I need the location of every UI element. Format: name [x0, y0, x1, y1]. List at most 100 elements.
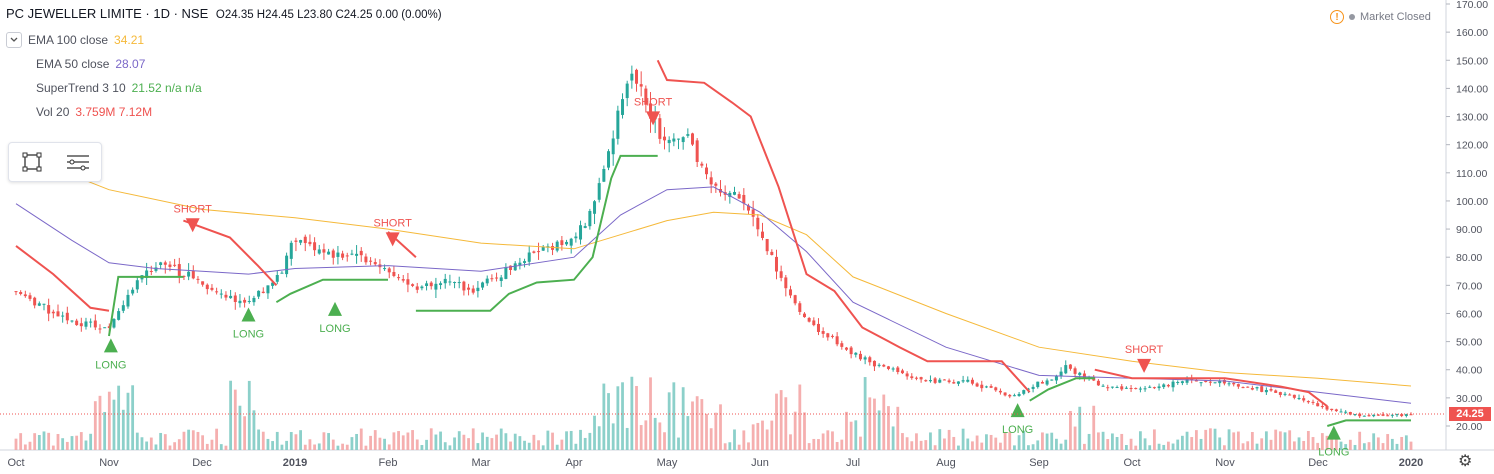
volume-bar	[51, 445, 55, 450]
candle-body	[886, 366, 890, 369]
candle-body	[1246, 386, 1250, 388]
volume-bar	[1041, 432, 1044, 450]
collapse-legend-button[interactable]	[6, 32, 22, 48]
short-signal-label: SHORT	[1125, 344, 1164, 356]
drawing-toolbox	[8, 142, 102, 182]
volume-bar	[513, 433, 517, 450]
x-tick-label: 2019	[283, 457, 307, 469]
volume-bar	[1283, 432, 1287, 450]
volume-bar	[140, 437, 144, 450]
candle-body	[714, 183, 718, 186]
volume-bar	[201, 435, 205, 450]
candle-body	[1134, 388, 1138, 390]
candle-body	[103, 327, 107, 329]
candle-body	[1269, 389, 1273, 391]
volume-bar	[425, 439, 428, 450]
long-signal-label: LONG	[1002, 424, 1033, 436]
candle-body	[658, 118, 662, 139]
candle-body	[1166, 385, 1170, 387]
volume-bar	[793, 411, 797, 450]
candle-body	[1348, 411, 1352, 415]
volume-bar	[308, 439, 312, 450]
candle-body	[691, 133, 695, 145]
volume-bar	[555, 444, 559, 450]
candle-body	[1040, 382, 1044, 384]
candle-body	[89, 321, 93, 323]
volume-bar	[873, 398, 876, 450]
candle-body	[555, 241, 559, 251]
market-status[interactable]: ! Market Closed	[1330, 10, 1431, 24]
candle-body	[1068, 364, 1072, 369]
indicator-legend-supertrend[interactable]: SuperTrend 3 10 21.52 n/a n/a	[36, 81, 202, 95]
indicator-legend-volume[interactable]: Vol 20 3.759M 7.12M	[36, 105, 152, 119]
candle-body	[173, 264, 177, 266]
candle-body	[1218, 380, 1222, 384]
x-tick-label: Nov	[1215, 457, 1235, 469]
symbol-title[interactable]: PC JEWELLER LIMITE · 1D · NSE O24.35 H24…	[6, 6, 442, 21]
volume-bar	[761, 420, 764, 450]
candle-body	[998, 390, 1002, 393]
candle-body	[383, 268, 387, 270]
volume-bar	[439, 431, 442, 450]
volume-bar	[644, 420, 648, 450]
volume-bar	[999, 442, 1002, 450]
x-tick-label: 2020	[1399, 457, 1423, 469]
volume-bar	[401, 435, 405, 450]
candle-body	[1330, 408, 1334, 411]
candle-body	[271, 282, 275, 286]
candle-body	[910, 376, 914, 379]
candle-body	[196, 278, 200, 280]
volume-bar	[597, 426, 601, 450]
y-tick-label: 140.00	[1456, 83, 1488, 95]
indicator-value: 28.07	[115, 57, 146, 71]
object-tree-button[interactable]	[63, 147, 93, 177]
volume-bar	[1027, 445, 1030, 450]
volume-bar	[537, 440, 540, 450]
volume-bar	[1292, 441, 1296, 450]
candle-body	[98, 328, 102, 330]
y-tick-label: 70.00	[1456, 280, 1482, 292]
candle-body	[1372, 414, 1376, 417]
volume-bar	[1115, 437, 1119, 450]
volume-bar	[686, 416, 690, 450]
candle-body	[462, 281, 466, 291]
volume-bar	[1101, 431, 1105, 450]
gear-icon[interactable]: ⚙	[1458, 453, 1473, 470]
volume-bar	[831, 431, 834, 450]
indicator-legend-ema50[interactable]: EMA 50 close 28.07	[36, 57, 145, 71]
volume-bar	[1176, 439, 1180, 450]
candle-body	[1400, 414, 1404, 417]
volume-bar	[523, 440, 526, 450]
candle-body	[793, 295, 797, 304]
candle-body	[1115, 387, 1119, 389]
short-signal-label: SHORT	[373, 217, 412, 229]
volume-bar	[807, 443, 811, 450]
volume-bar	[1204, 429, 1208, 450]
candle-body	[257, 290, 261, 297]
volume-bar	[882, 394, 886, 450]
candle-body	[429, 282, 433, 287]
volume-bar	[1236, 431, 1240, 450]
indicator-name: EMA 50 close	[36, 57, 110, 71]
candle-body	[345, 255, 349, 257]
rectangle-tool-button[interactable]	[17, 147, 47, 177]
candle-body	[425, 283, 429, 286]
volume-bar	[252, 410, 256, 450]
indicator-name: SuperTrend 3 10	[36, 81, 126, 95]
candle-body	[802, 313, 806, 318]
candle-body	[1143, 388, 1147, 390]
candle-body	[336, 252, 340, 257]
volume-bar	[224, 445, 228, 450]
candle-body	[1054, 376, 1058, 381]
candle-body	[1325, 406, 1329, 410]
volume-bar	[1381, 443, 1385, 450]
volume-bar	[1288, 430, 1292, 450]
volume-bar	[37, 435, 41, 450]
indicator-legend-ema100[interactable]: EMA 100 close 34.21	[6, 32, 144, 48]
volume-bar	[392, 432, 396, 450]
volume-bar	[154, 444, 158, 450]
volume-bar	[163, 434, 167, 450]
candle-body	[1404, 414, 1408, 416]
symbol-header: PC JEWELLER LIMITE · 1D · NSE O24.35 H24…	[6, 6, 442, 21]
